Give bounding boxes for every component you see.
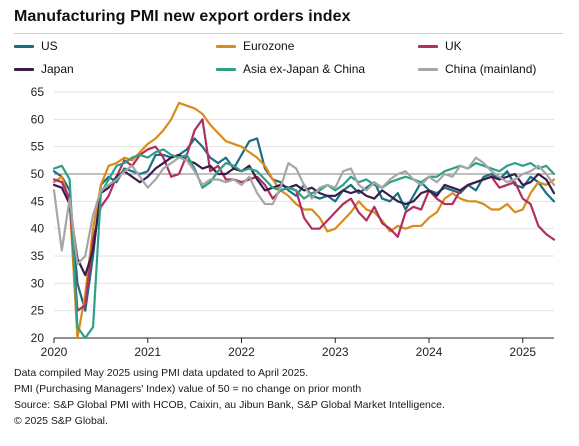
x-tick-label: 2024 [416, 345, 443, 359]
legend-item-japan: Japan [14, 62, 74, 76]
chart-title: Manufacturing PMI new export orders inde… [14, 8, 351, 25]
title-divider [14, 33, 563, 34]
x-tick-label: 2023 [322, 345, 349, 359]
series-line-japan [52, 153, 556, 277]
y-tick-label: 35 [31, 249, 45, 263]
x-tick-label: 2025 [509, 345, 536, 359]
footnote-copyright: © 2025 S&P Global. [14, 415, 108, 427]
y-tick-label: 55 [31, 140, 45, 154]
x-tick-label: 2022 [228, 345, 255, 359]
legend-swatch [14, 44, 34, 48]
y-tick-label: 60 [31, 112, 45, 126]
series-line-asia-ex-japan-china [52, 148, 556, 340]
y-tick-label: 40 [31, 222, 45, 236]
series-line-china-mainland [52, 156, 556, 266]
legend-swatch [418, 67, 438, 71]
x-tick-label: 2020 [41, 345, 68, 359]
footnote-source: Source: S&P Global PMI with HCOB, Caixin… [14, 399, 445, 411]
y-tick-label: 50 [31, 167, 45, 181]
legend-label: China (mainland) [445, 62, 537, 76]
legend-item-us: US [14, 39, 58, 53]
legend-item-eurozone: Eurozone [216, 39, 294, 53]
legend-swatch [216, 44, 236, 48]
legend-label: Eurozone [243, 39, 295, 53]
series-line-eurozone [52, 101, 556, 340]
y-tick-label: 25 [31, 304, 45, 318]
y-tick-label: 30 [31, 276, 45, 290]
legend-swatch [418, 44, 438, 48]
y-tick-label: 20 [31, 331, 45, 345]
legend-label: UK [445, 39, 462, 53]
x-tick-label: 2021 [134, 345, 161, 359]
series-line-uk [52, 118, 556, 312]
legend-label: US [41, 39, 58, 53]
footnote-data-compiled: Data compiled May 2025 using PMI data up… [14, 367, 309, 379]
legend-item-uk: UK [418, 39, 462, 53]
legend-label: Asia ex-Japan & China [243, 62, 366, 76]
legend-item-asia-ex-japan-china: Asia ex-Japan & China [216, 62, 365, 76]
y-tick-label: 45 [31, 194, 45, 208]
y-tick-label: 65 [31, 85, 45, 99]
legend-swatch [216, 67, 236, 71]
legend-item-china-mainland: China (mainland) [418, 62, 536, 76]
legend-swatch [14, 67, 34, 71]
footnote-pmi-definition: PMI (Purchasing Managers' Index) value o… [14, 383, 362, 395]
legend-label: Japan [41, 62, 74, 76]
